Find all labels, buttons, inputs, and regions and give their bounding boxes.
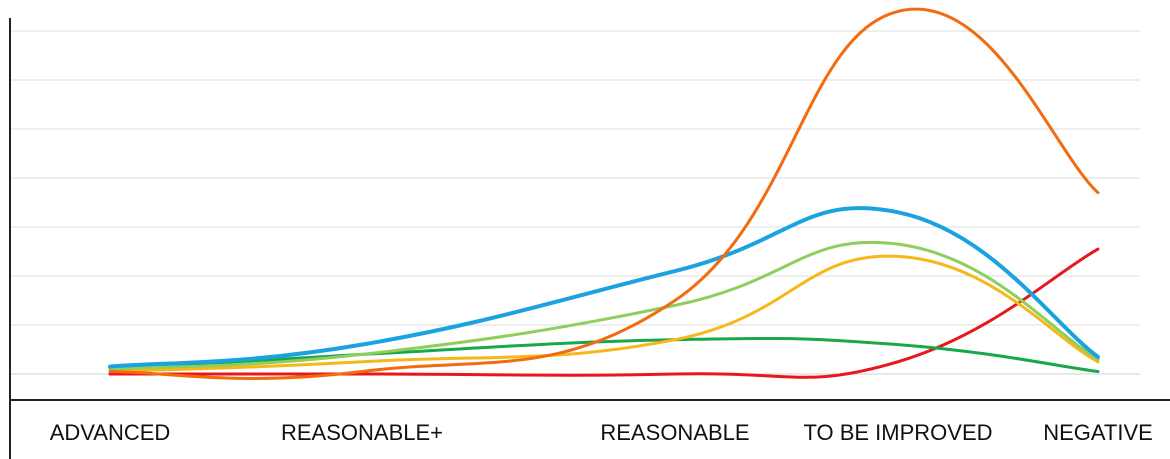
series-line-6 [108,247,1100,379]
x-tick-label: NEGATIVE [1043,420,1153,445]
series-line-4 [108,254,1100,374]
series-lines [108,7,1100,380]
series-line-3 [108,240,1100,371]
series-line-1 [108,7,1100,380]
gridlines [10,30,1140,375]
series-line-2 [108,206,1100,369]
x-tick-label: TO BE IMPROVED [803,420,992,445]
x-tick-label: ADVANCED [50,420,171,445]
x-tick-label: REASONABLE+ [281,420,443,445]
x-tick-labels: ADVANCED REASONABLE+ REASONABLE TO BE IMPRO… [50,420,1153,445]
x-tick-label: REASONABLE [600,420,749,445]
